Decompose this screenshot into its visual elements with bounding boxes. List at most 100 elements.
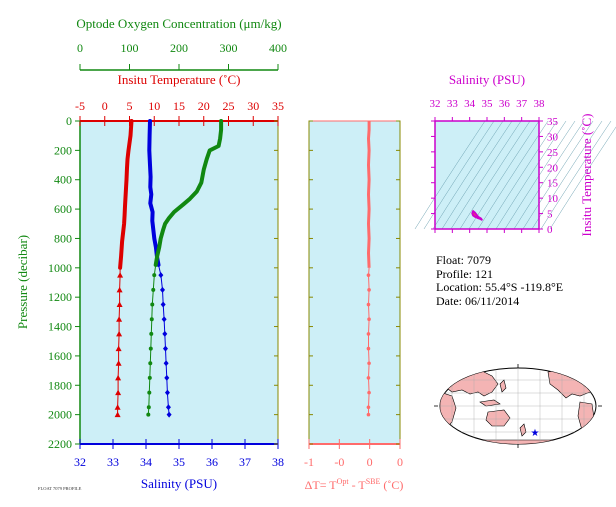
date: Date: 06/11/2014: [436, 293, 520, 308]
ts-profile-curve: [471, 210, 483, 221]
temperature-point: [116, 316, 123, 322]
pressure-tick-label: 2000: [48, 408, 72, 422]
density-contour: [504, 120, 576, 230]
salinity-tick-label: 32: [74, 455, 86, 469]
salinity-point: [158, 272, 164, 279]
density-contour: [441, 120, 513, 230]
delta-t-point: [366, 332, 371, 336]
oxygen-point: [147, 390, 152, 395]
footer-label: FLOAT 7079 PROFILE: [38, 486, 82, 491]
salinity-point: [160, 301, 166, 308]
temperature-tick-label: 20: [198, 99, 210, 113]
delta-t-point: [367, 361, 371, 366]
density-contour: [486, 120, 558, 230]
main-profile-panel: 0 100 200 300 400 -5 0 5 10 15 20 25 30 35 32 33 34 35 3…: [15, 16, 287, 491]
temperature-point: [116, 286, 123, 293]
temperature-point: [115, 389, 122, 396]
oxygen-tick-label: 0: [77, 41, 83, 55]
ts-background: [435, 121, 539, 229]
oxygen-tick-label: 100: [121, 41, 139, 55]
main-panel-background: [80, 121, 278, 444]
temperature-point: [117, 272, 124, 278]
temperature-line-shallow: [118, 119, 134, 270]
temperature-tick-label: 15: [173, 99, 185, 113]
oxygen-tick-label: 300: [220, 41, 238, 55]
salinity-point: [161, 316, 167, 323]
pressure-tick-label: 200: [54, 143, 72, 157]
oxygen-point: [150, 302, 155, 307]
delta-t-point: [366, 273, 371, 277]
delta-t-point: [366, 412, 371, 417]
japan-land: [499, 379, 507, 393]
salinity-tick-label: 34: [140, 455, 152, 469]
delta-t-point: [367, 317, 371, 322]
oxygen-point: [148, 361, 153, 366]
temperature-tick-label: 0: [102, 99, 108, 113]
ts-ytick-label: 0: [547, 224, 553, 236]
salinity-point: [163, 360, 169, 367]
temperature-point: [114, 411, 121, 418]
density-contour: [423, 120, 495, 230]
temperature-ticks: -5 0 5 10 15 20 25 30 35: [75, 99, 284, 126]
pressure-tick-label: 1400: [48, 320, 72, 334]
delta-t-background: [309, 121, 400, 444]
oxygen-line-shallow: [153, 119, 224, 267]
density-contour: [414, 120, 486, 230]
ts-ytick-label: 30: [547, 131, 559, 143]
oxygen-point: [146, 405, 151, 410]
density-contour: [549, 126, 616, 230]
ts-title: Salinity (PSU): [449, 72, 525, 87]
float-position-star: ★: [531, 428, 540, 439]
salinity-point: [162, 330, 168, 337]
oxygen-point: [149, 317, 154, 322]
ts-ytick-label: 25: [547, 147, 559, 159]
ts-ytick-label: 35: [547, 116, 559, 128]
pressure-axis-title: Pressure (decibar): [15, 235, 30, 329]
temperature-point: [115, 345, 122, 352]
series-temperature: [114, 119, 134, 418]
delta-t-tick-label: -0: [334, 455, 344, 469]
temperature-tick-label: 35: [272, 99, 284, 113]
delta-t-tick-label: -1: [304, 455, 314, 469]
map-graticule: [434, 364, 602, 448]
oxygen-point: [146, 412, 151, 417]
delta-t-series: [366, 121, 371, 417]
australia-land: [485, 409, 511, 427]
float-info: Float: 7079 Profile: 121 Location: 55.4°…: [436, 253, 563, 308]
temperature-tick-label: 10: [148, 99, 160, 113]
salinity-tick-label: 33: [107, 455, 119, 469]
pressure-tick-label: 800: [54, 231, 72, 245]
oxygen-point: [147, 375, 152, 380]
salinity-point: [160, 286, 165, 293]
ts-ytick-label: 15: [547, 178, 559, 190]
ts-ytick-label: 10: [547, 193, 559, 205]
ts-xtick-label: 35: [482, 98, 494, 110]
delta-t-tick-label: 0: [367, 455, 373, 469]
oxygen-tick-label: 400: [269, 41, 287, 55]
density-contour: [432, 120, 504, 230]
temperature-tick-label: 5: [127, 99, 133, 113]
temperature-tick-label: 30: [247, 99, 259, 113]
temperature-axis-title: Insitu Temperature (˚C): [117, 72, 240, 87]
salinity-tick-label: 37: [239, 455, 251, 469]
salinity-tick-label: 35: [173, 455, 185, 469]
salinity-point: [162, 345, 168, 352]
delta-t-line-shallow: [366, 121, 371, 268]
delta-t-point: [367, 390, 371, 395]
ts-xtick-label: 38: [534, 98, 546, 110]
delta-t-point: [367, 288, 371, 292]
profile-number: Profile: 121: [436, 266, 493, 281]
salinity-point: [164, 374, 170, 381]
oxygen-point: [149, 331, 154, 336]
delta-t-point: [366, 376, 371, 380]
delta-t-ticks: -1 -0 0 0: [304, 120, 403, 469]
temperature-tick-label: 25: [223, 99, 235, 113]
density-contour: [450, 120, 522, 230]
oxygen-axis-title: Optode Oxygen Concentration (μm/kg): [76, 16, 281, 31]
density-contour: [459, 120, 531, 230]
ts-xtick-label: 33: [447, 98, 459, 110]
ts-xtick-label: 32: [430, 98, 441, 110]
temperature-point: [114, 404, 121, 410]
salinity-tick-label: 38: [272, 455, 284, 469]
